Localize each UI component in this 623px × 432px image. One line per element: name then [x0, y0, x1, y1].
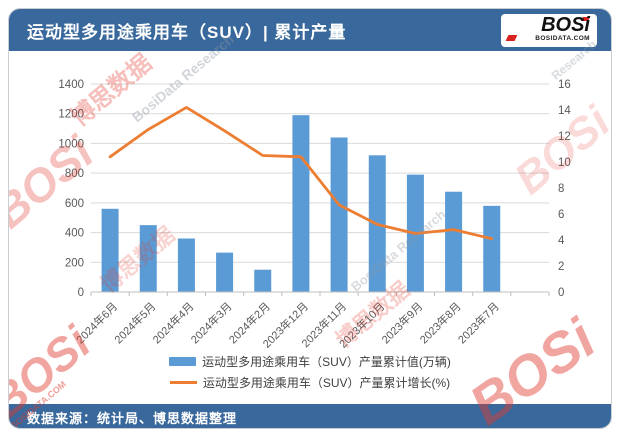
production-bar: [139, 225, 157, 292]
left-axis-tick-label: 1200: [58, 109, 84, 121]
left-axis-tick-label: 1400: [58, 79, 84, 91]
production-bar: [216, 252, 234, 292]
right-axis-tick-label: 10: [558, 157, 571, 169]
left-axis-tick-label: 400: [65, 228, 84, 240]
production-bar: [101, 208, 119, 292]
production-bar: [177, 238, 195, 292]
right-axis-tick-label: 16: [558, 79, 571, 91]
legend-item-production: 运动型多用途乘用车（SUV）产量累计值(万辆): [169, 353, 451, 370]
logo-red-flag-icon: [505, 34, 518, 41]
legend: 运动型多用途乘用车（SUV）产量累计值(万辆) 运动型多用途乘用车（SUV）产量…: [9, 353, 611, 391]
left-axis-tick-label: 800: [65, 168, 84, 180]
growth-line: [108, 106, 494, 241]
logo-text: BOSi: [541, 14, 590, 37]
right-axis-tick-label: 14: [558, 105, 571, 117]
right-axis-tick-label: 12: [558, 131, 571, 143]
right-axis-tick-label: 8: [558, 183, 564, 195]
header: 运动型多用途乘用车（SUV）| 累计产量 BOSi BOSIDATA.COM: [9, 9, 611, 51]
page-title: 运动型多用途乘用车（SUV）| 累计产量: [27, 22, 347, 42]
report-card: 运动型多用途乘用车（SUV）| 累计产量 BOSi BOSIDATA.COM 0…: [8, 8, 612, 429]
logo-domain: BOSIDATA.COM: [535, 35, 590, 43]
combo-chart: 0 200 400 600 800 1000 1200 1400 0 2 4 6 8 10 12 14 16 20…: [58, 79, 571, 351]
footer: 数据来源：统计局、博思数据整理: [9, 404, 611, 428]
right-axis-tick-label: 2: [558, 261, 564, 273]
data-source-text: 数据来源：统计局、博思数据整理: [27, 410, 238, 426]
left-axis-tick-label: 600: [65, 198, 84, 210]
production-bar: [330, 137, 348, 292]
right-axis-tick-label: 0: [558, 287, 564, 299]
right-axis-tick-label: 6: [558, 209, 564, 221]
left-axis-tick-label: 1000: [58, 138, 84, 150]
legend-label-growth: 运动型多用途乘用车（SUV）产量累计增长(%): [202, 376, 451, 390]
legend-label-production: 运动型多用途乘用车（SUV）产量累计值(万辆): [202, 355, 451, 369]
left-axis-tick-label: 0: [78, 287, 84, 299]
production-bar: [445, 191, 463, 292]
chart-area: 0 200 400 600 800 1000 1200 1400 0 2 4 6 8 10 12 14 16 20…: [9, 51, 611, 404]
x-axis-category-label: 2023年7月: [455, 299, 502, 346]
legend-item-growth: 运动型多用途乘用车（SUV）产量累计增长(%): [169, 374, 451, 391]
legend-bar-swatch-icon: [169, 357, 197, 366]
legend-line-swatch-icon: [169, 381, 197, 384]
production-bar: [254, 269, 272, 292]
production-bar: [292, 115, 310, 292]
left-axis-tick-label: 200: [65, 257, 84, 269]
brand-logo: BOSi BOSIDATA.COM: [501, 13, 597, 47]
production-bar: [483, 205, 501, 292]
right-axis-tick-label: 4: [558, 235, 565, 247]
